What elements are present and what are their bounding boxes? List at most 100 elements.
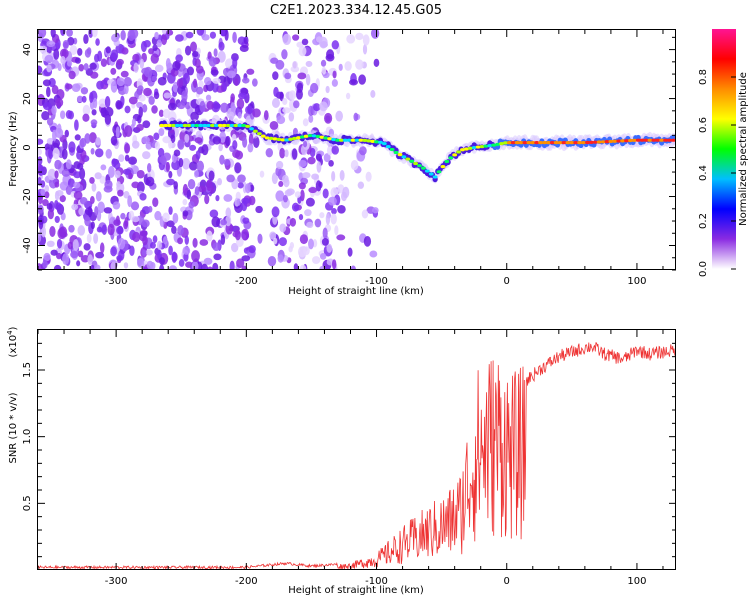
- signal-core: [546, 141, 551, 145]
- heatmap-cell: [246, 68, 255, 75]
- heatmap-cell: [120, 212, 126, 220]
- heatmap-cell: [100, 106, 107, 118]
- heatmap-cell: [138, 106, 143, 118]
- heatmap-cell: [64, 129, 69, 138]
- heatmap-cell: [53, 264, 62, 270]
- heatmap-cell: [72, 239, 79, 251]
- heatmap-cell: [331, 79, 338, 87]
- heatmap-cell: [105, 148, 112, 159]
- heatmap-cell: [38, 263, 43, 270]
- heatmap-cell: [168, 140, 173, 149]
- heatmap-cell: [89, 264, 95, 270]
- signal-core: [518, 141, 524, 145]
- heatmap-cell: [117, 237, 126, 250]
- heatmap-cell: [331, 40, 339, 50]
- heatmap-cell: [129, 245, 135, 257]
- heatmap-cell: [220, 102, 229, 113]
- heatmap-cell: [159, 264, 165, 270]
- heatmap-cell: [89, 196, 95, 204]
- heatmap-cell: [49, 225, 56, 237]
- heatmap-cell: [76, 260, 81, 267]
- heatmap-cell: [38, 65, 43, 75]
- heatmap-cell: [271, 172, 278, 185]
- heatmap-cell: [65, 159, 72, 170]
- heatmap-cell: [71, 203, 79, 211]
- heatmap-cell: [157, 76, 167, 86]
- heatmap-cell: [353, 112, 359, 122]
- signal-core: [491, 143, 497, 147]
- heatmap-cell: [46, 240, 55, 247]
- signal-core: [233, 123, 239, 128]
- heatmap-cell: [259, 170, 265, 178]
- heatmap-cell: [171, 225, 177, 234]
- heatmap-cell: [156, 39, 162, 48]
- heatmap-cell: [315, 153, 322, 161]
- snr-multiplier-close: ): [8, 326, 19, 330]
- heatmap-cell: [191, 261, 199, 270]
- heatmap-cell: [234, 78, 239, 86]
- heatmap-cell: [145, 249, 153, 256]
- heatmap-cell: [55, 202, 62, 211]
- heatmap-cell: [206, 100, 214, 110]
- heatmap-cell: [89, 91, 94, 103]
- signal-core: [280, 138, 286, 142]
- heatmap-cell: [273, 86, 279, 98]
- heatmap-cell: [265, 148, 273, 158]
- heatmap-cell: [292, 34, 300, 41]
- heatmap-cell: [242, 77, 250, 84]
- y-tick-label: 40: [22, 43, 33, 56]
- heatmap-cell: [73, 171, 82, 179]
- heatmap-cell: [362, 34, 370, 46]
- heatmap-cell: [291, 148, 298, 160]
- heatmap-cell: [195, 65, 204, 74]
- heatmap-cell: [90, 221, 95, 230]
- heatmap-cell: [153, 91, 160, 100]
- heatmap-cell: [71, 83, 81, 92]
- heatmap-cell: [143, 87, 152, 97]
- heatmap-cell: [278, 180, 284, 188]
- heatmap-cell: [239, 44, 249, 53]
- heatmap-cell: [77, 225, 86, 236]
- heatmap-cell: [95, 38, 100, 46]
- heatmap-cell: [113, 161, 121, 170]
- heatmap-cell: [209, 31, 217, 39]
- heatmap-cell: [208, 56, 217, 67]
- heatmap-cell: [247, 105, 253, 115]
- heatmap-cell: [152, 197, 159, 208]
- heatmap-cell: [282, 107, 291, 114]
- signal-core: [178, 123, 184, 128]
- spectrogram-y-axis-label: Frequency (Hz): [8, 111, 19, 187]
- heatmap-cell: [93, 264, 101, 270]
- heatmap-cell: [42, 199, 49, 207]
- signal-core: [596, 140, 602, 144]
- heatmap-cell: [308, 105, 314, 116]
- signal-core: [530, 141, 536, 145]
- heatmap-cell: [149, 242, 156, 249]
- signal-core: [323, 136, 329, 140]
- heatmap-cell: [83, 63, 89, 71]
- heatmap-cell: [168, 206, 173, 215]
- heatmap-cell: [325, 213, 331, 225]
- colorbar-label: Normalized spectral amplitude: [738, 72, 749, 226]
- heatmap-cell: [95, 251, 105, 259]
- heatmap-cell: [57, 227, 67, 240]
- heatmap-cell: [38, 164, 45, 177]
- heatmap-cell: [253, 136, 260, 148]
- signal-core: [331, 137, 336, 142]
- heatmap-cell: [212, 136, 222, 145]
- svg-text:(x104): (x104): [6, 326, 19, 357]
- signal-core: [585, 140, 590, 145]
- heatmap-cell: [229, 260, 235, 270]
- heatmap-cell: [52, 129, 57, 142]
- heatmap-cell: [54, 215, 60, 223]
- heatmap-cell: [148, 205, 153, 213]
- signal-core: [479, 144, 485, 149]
- heatmap-cell: [44, 54, 54, 64]
- heatmap-cell: [172, 212, 179, 224]
- heatmap-cell: [332, 70, 337, 79]
- signal-core: [647, 138, 653, 142]
- signal-core: [186, 123, 192, 128]
- x-tick-label: -200: [235, 276, 258, 287]
- signal-core: [475, 145, 481, 149]
- heatmap-cell: [60, 55, 66, 65]
